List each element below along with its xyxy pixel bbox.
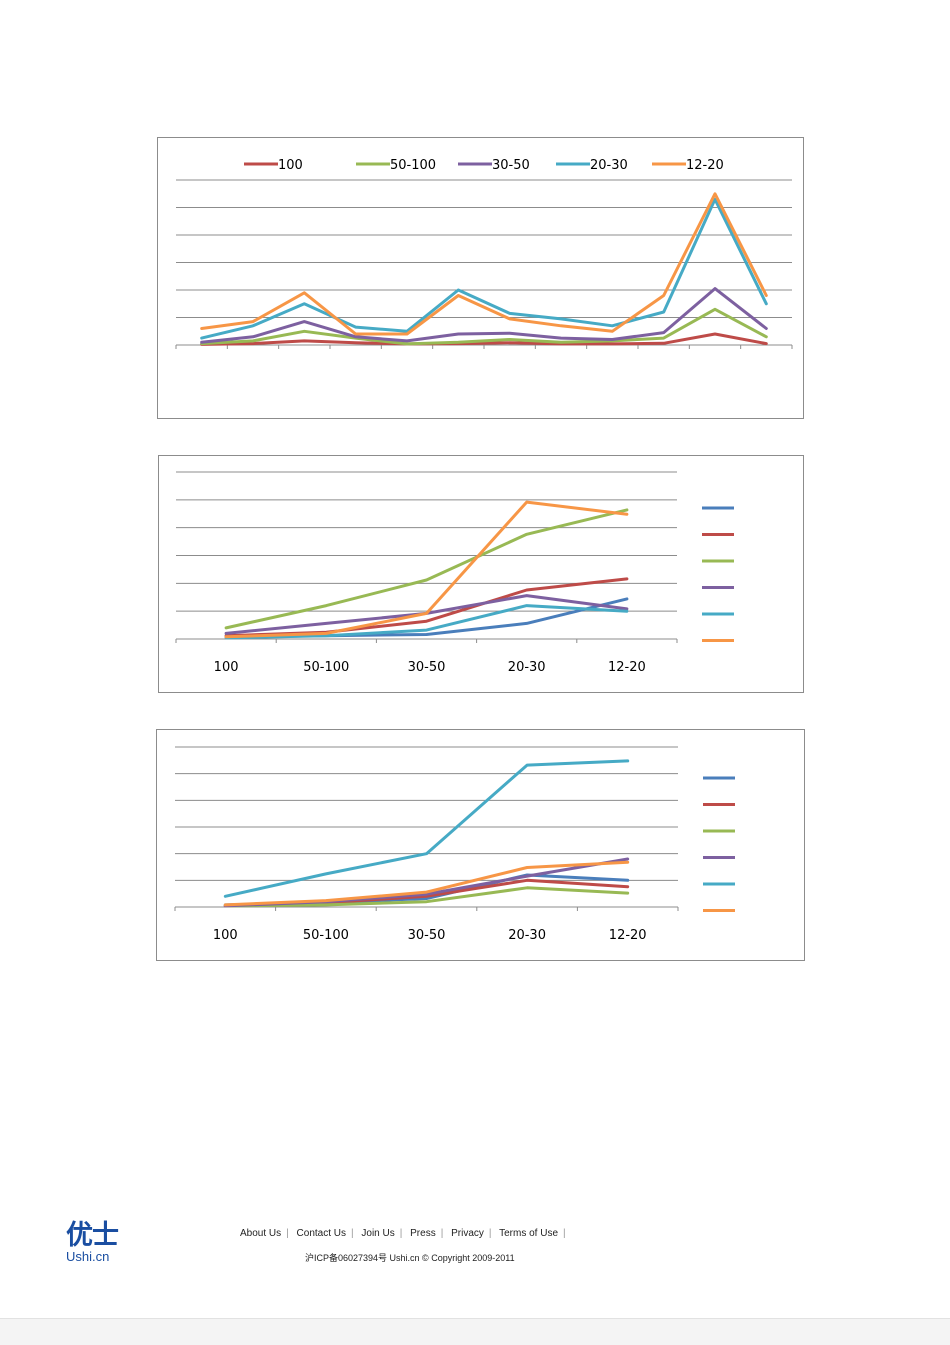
copyright-text: 沪ICP备06027394号 Ushi.cn © Copyright 2009-…: [305, 1253, 515, 1263]
x-tick-label: 100: [213, 928, 238, 943]
terms-of-use-link[interactable]: Terms of Use: [499, 1228, 559, 1239]
chart-3: 100 50-100 30-50 20-30 12-20: [174, 746, 735, 943]
x-tick-label: 20-30: [508, 660, 546, 675]
series-line-6: [223, 860, 630, 907]
x-tick-label: 20-30: [508, 928, 546, 943]
x-tick-label: 50-100: [303, 928, 349, 943]
chart-1: 100 50-100 30-50 20-30 12-20: [175, 158, 793, 349]
x-tick-label: 100: [214, 660, 239, 675]
series-line-3: [224, 508, 629, 630]
legend-label: 30-50: [492, 158, 530, 173]
contact-us-link[interactable]: Contact Us: [296, 1228, 346, 1239]
series-line-1: [200, 332, 768, 346]
about-us-link[interactable]: About Us: [240, 1228, 282, 1239]
series-line-3: [200, 287, 768, 344]
ushi-logo[interactable]: 优士 Ushi.cn: [66, 1220, 119, 1264]
chart-3-panel: 100 50-100 30-50 20-30 12-20: [156, 729, 805, 961]
series-line-6: [224, 500, 629, 639]
separator: |: [440, 1228, 444, 1239]
separator: |: [399, 1228, 403, 1239]
separator: |: [351, 1228, 354, 1239]
chart-1-panel: 100 50-100 30-50 20-30 12-20: [157, 137, 804, 419]
separator: |: [488, 1228, 492, 1239]
series-line-2: [200, 307, 768, 346]
legend-label: 12-20: [686, 158, 724, 173]
chart-2-panel: 100 50-100 30-50 20-30 12-20: [158, 455, 804, 693]
series-line-5: [224, 604, 629, 640]
separator: |: [286, 1228, 289, 1239]
logo-english: Ushi.cn: [66, 1249, 110, 1264]
x-tick-label: 12-20: [609, 928, 647, 943]
logo-chinese: 优士: [66, 1220, 119, 1251]
separator: |: [563, 1228, 566, 1239]
legend-label: 100: [278, 158, 303, 173]
join-us-link[interactable]: Join Us: [361, 1228, 395, 1239]
x-tick-label: 50-100: [303, 660, 349, 675]
press-link[interactable]: Press: [410, 1228, 436, 1239]
series-line-5: [200, 192, 768, 336]
series-line-5: [223, 759, 630, 898]
legend-label: 50-100: [390, 158, 436, 173]
x-tick-label: 30-50: [408, 928, 446, 943]
legend-label: 20-30: [590, 158, 628, 173]
series-line-3: [223, 886, 630, 908]
series-line-4: [200, 197, 768, 340]
bottom-bar: [0, 1318, 950, 1345]
x-tick-label: 30-50: [408, 660, 446, 675]
privacy-link[interactable]: Privacy: [451, 1228, 484, 1239]
chart-2: 100 50-100 30-50 20-30 12-20: [175, 471, 734, 675]
footer-links: About Us | Contact Us | Join Us | Press | Pr…: [240, 1228, 571, 1239]
x-tick-label: 12-20: [608, 660, 646, 675]
